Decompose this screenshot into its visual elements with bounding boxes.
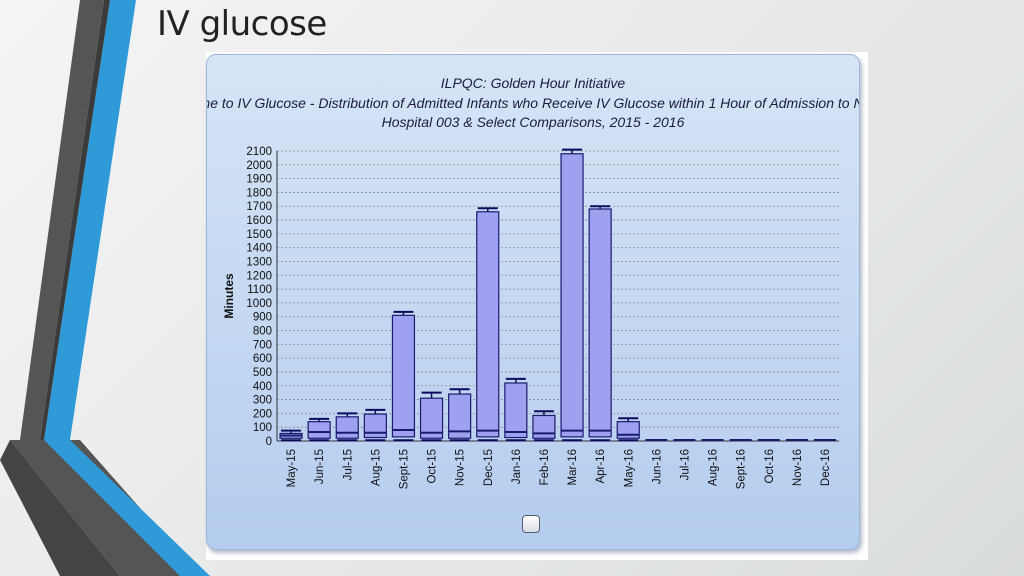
bar[interactable] <box>504 382 528 439</box>
x-tick-label: Jun-16 <box>651 449 663 484</box>
y-tick-label: 1100 <box>247 284 272 296</box>
bar[interactable] <box>532 414 556 439</box>
legend-toggle-button[interactable] <box>522 515 540 533</box>
y-axis-label: Minutes <box>222 273 236 319</box>
chart-panel: ILPQC: Golden Hour Initiative Time to IV… <box>206 54 860 550</box>
x-tick-label: Sept-16 <box>736 449 748 489</box>
x-tick-label: May-16 <box>623 449 635 487</box>
y-tick-label: 1500 <box>246 229 272 241</box>
y-tick-label: 1000 <box>246 298 272 310</box>
x-tick-label: Oct-16 <box>764 449 776 484</box>
y-tick-label: 1700 <box>246 201 272 213</box>
y-tick-label: 700 <box>253 339 272 351</box>
x-tick-label: Sept-15 <box>398 449 410 489</box>
chart-plot: 0100200300400500600700800900100011001200… <box>222 146 839 489</box>
y-tick-label: 500 <box>253 367 272 379</box>
bar[interactable] <box>476 211 500 438</box>
x-tick-label: Aug-15 <box>370 449 382 486</box>
bar[interactable] <box>363 413 387 439</box>
x-tick-label: May-15 <box>286 449 298 487</box>
bar[interactable] <box>335 416 359 439</box>
slide-title: IV glucose <box>157 4 327 44</box>
y-tick-label: 2100 <box>246 146 272 158</box>
y-tick-label: 0 <box>266 436 272 448</box>
x-tick-label: Mar-16 <box>567 449 579 485</box>
y-tick-label: 1400 <box>246 243 272 255</box>
y-tick-label: 1300 <box>246 256 272 268</box>
slide-decoration <box>0 0 210 576</box>
bar[interactable] <box>560 153 584 438</box>
bar[interactable] <box>419 397 444 439</box>
y-tick-label: 200 <box>253 408 272 420</box>
y-tick-label: 1800 <box>246 187 272 199</box>
x-tick-label: Jan-16 <box>511 449 523 484</box>
x-tick-label: Nov-15 <box>455 449 467 486</box>
chart-frame: ILPQC: Golden Hour Initiative Time to IV… <box>206 52 868 560</box>
chart-caption: Hospital 003 & Select Comparisons, 2015 … <box>381 114 685 130</box>
chart-subtitle: Time to IV Glucose - Distribution of Adm… <box>207 95 859 111</box>
x-tick-label: Apr-16 <box>595 449 607 484</box>
x-tick-label: Dec-15 <box>483 449 495 486</box>
y-tick-label: 1900 <box>246 174 272 186</box>
chart-title: ILPQC: Golden Hour Initiative <box>440 75 626 91</box>
bar[interactable] <box>448 393 472 439</box>
bar[interactable] <box>391 314 416 438</box>
x-tick-label: Dec-16 <box>820 449 832 486</box>
y-tick-label: 600 <box>253 353 272 365</box>
x-tick-label: Aug-16 <box>708 449 720 486</box>
y-tick-label: 1200 <box>246 270 272 282</box>
x-tick-label: Jun-15 <box>314 449 326 484</box>
y-tick-label: 800 <box>253 326 272 338</box>
y-tick-label: 1600 <box>246 215 272 227</box>
x-tick-label: Jul-16 <box>679 449 691 480</box>
x-tick-label: Nov-16 <box>792 449 804 486</box>
y-tick-label: 400 <box>253 381 272 393</box>
y-tick-label: 900 <box>253 312 272 324</box>
x-tick-label: Jul-15 <box>342 449 354 480</box>
y-tick-label: 300 <box>253 395 272 407</box>
bar[interactable] <box>307 421 331 439</box>
x-tick-label: Oct-15 <box>427 449 439 484</box>
y-tick-label: 100 <box>253 422 272 434</box>
x-tick-label: Feb-16 <box>539 449 551 485</box>
y-tick-label: 2000 <box>246 160 272 172</box>
bar[interactable] <box>588 208 612 438</box>
